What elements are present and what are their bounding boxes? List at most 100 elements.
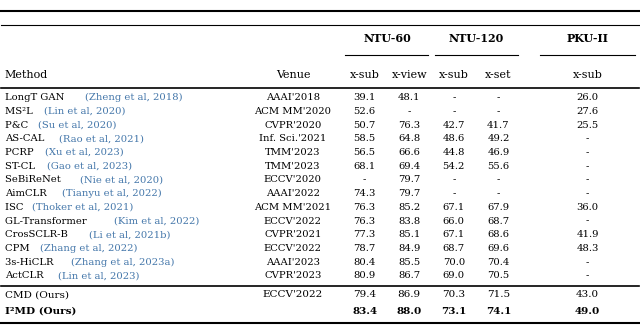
Text: AimCLR: AimCLR: [4, 189, 49, 198]
Text: (Zhang et al, 2023a): (Zhang et al, 2023a): [71, 257, 174, 267]
Text: 68.1: 68.1: [353, 162, 376, 171]
Text: (Thoker et al, 2021): (Thoker et al, 2021): [33, 203, 134, 212]
Text: -: -: [452, 107, 456, 116]
Text: TMM'2023: TMM'2023: [265, 162, 321, 171]
Text: 66.6: 66.6: [398, 148, 420, 157]
Text: AS-CAL: AS-CAL: [4, 134, 47, 143]
Text: -: -: [586, 189, 589, 198]
Text: 85.5: 85.5: [398, 258, 420, 267]
Text: 68.6: 68.6: [488, 230, 509, 239]
Text: 49.0: 49.0: [575, 307, 600, 316]
Text: (Zheng et al, 2018): (Zheng et al, 2018): [85, 93, 182, 102]
Text: CVPR'2023: CVPR'2023: [264, 271, 322, 280]
Text: Inf. Sci.'2021: Inf. Sci.'2021: [259, 134, 326, 143]
Text: 48.3: 48.3: [577, 244, 599, 253]
Text: 68.7: 68.7: [443, 244, 465, 253]
Text: x-sub: x-sub: [439, 70, 468, 80]
Text: (Gao et al, 2023): (Gao et al, 2023): [47, 162, 132, 171]
Text: -: -: [452, 175, 456, 184]
Text: ECCV'2022: ECCV'2022: [264, 216, 322, 226]
Text: Method: Method: [4, 70, 48, 80]
Text: -: -: [586, 134, 589, 143]
Text: P&C: P&C: [4, 121, 31, 130]
Text: CPM: CPM: [4, 244, 33, 253]
Text: -: -: [408, 107, 411, 116]
Text: 70.0: 70.0: [443, 258, 465, 267]
Text: ActCLR: ActCLR: [4, 271, 46, 280]
Text: 43.0: 43.0: [576, 290, 599, 299]
Text: CMD (Ours): CMD (Ours): [4, 290, 68, 299]
Text: 54.2: 54.2: [443, 162, 465, 171]
Text: (Kim et al, 2022): (Kim et al, 2022): [114, 216, 199, 226]
Text: PCRP: PCRP: [4, 148, 36, 157]
Text: 64.8: 64.8: [398, 134, 420, 143]
Text: CVPR'2020: CVPR'2020: [264, 121, 322, 130]
Text: 42.7: 42.7: [443, 121, 465, 130]
Text: Venue: Venue: [276, 70, 310, 80]
Text: (Nie et al, 2020): (Nie et al, 2020): [80, 175, 163, 184]
Text: 70.5: 70.5: [487, 271, 509, 280]
Text: SeBiReNet: SeBiReNet: [4, 175, 63, 184]
Text: 67.1: 67.1: [443, 230, 465, 239]
Text: -: -: [452, 189, 456, 198]
Text: AAAI'2022: AAAI'2022: [266, 189, 320, 198]
Text: -: -: [586, 271, 589, 280]
Text: 26.0: 26.0: [577, 93, 598, 102]
Text: 67.1: 67.1: [443, 203, 465, 212]
Text: 25.5: 25.5: [577, 121, 599, 130]
Text: 27.6: 27.6: [577, 107, 598, 116]
Text: ECCV'2022: ECCV'2022: [264, 244, 322, 253]
Text: 83.8: 83.8: [398, 216, 420, 226]
Text: 77.3: 77.3: [353, 230, 376, 239]
Text: 85.1: 85.1: [398, 230, 420, 239]
Text: 46.9: 46.9: [487, 148, 509, 157]
Text: 68.7: 68.7: [487, 216, 509, 226]
Text: AAAI'2023: AAAI'2023: [266, 258, 320, 267]
Text: 74.3: 74.3: [353, 189, 376, 198]
Text: 70.3: 70.3: [442, 290, 465, 299]
Text: -: -: [497, 189, 500, 198]
Text: 79.4: 79.4: [353, 290, 376, 299]
Text: LongT GAN: LongT GAN: [4, 93, 67, 102]
Text: 41.9: 41.9: [577, 230, 599, 239]
Text: 55.6: 55.6: [487, 162, 509, 171]
Text: 52.6: 52.6: [353, 107, 376, 116]
Text: NTU-60: NTU-60: [363, 33, 411, 44]
Text: 66.0: 66.0: [443, 216, 465, 226]
Text: 76.3: 76.3: [353, 203, 376, 212]
Text: 49.2: 49.2: [487, 134, 509, 143]
Text: (Rao et al, 2021): (Rao et al, 2021): [59, 134, 144, 143]
Text: -: -: [497, 175, 500, 184]
Text: 86.9: 86.9: [397, 290, 420, 299]
Text: (Su et al, 2020): (Su et al, 2020): [38, 121, 117, 130]
Text: TMM'2023: TMM'2023: [265, 148, 321, 157]
Text: 44.8: 44.8: [443, 148, 465, 157]
Text: -: -: [586, 258, 589, 267]
Text: 41.7: 41.7: [487, 121, 509, 130]
Text: 67.9: 67.9: [487, 203, 509, 212]
Text: 88.0: 88.0: [397, 307, 422, 316]
Text: ST-CL: ST-CL: [4, 162, 38, 171]
Text: 85.2: 85.2: [398, 203, 420, 212]
Text: CrosSCLR-B: CrosSCLR-B: [4, 230, 70, 239]
Text: AAAI'2018: AAAI'2018: [266, 93, 320, 102]
Text: -: -: [586, 148, 589, 157]
Text: -: -: [586, 216, 589, 226]
Text: (Tianyu et al, 2022): (Tianyu et al, 2022): [62, 189, 162, 198]
Text: -: -: [497, 107, 500, 116]
Text: 84.9: 84.9: [398, 244, 420, 253]
Text: ACM MM'2021: ACM MM'2021: [254, 203, 332, 212]
Text: (Xu et al, 2023): (Xu et al, 2023): [45, 148, 124, 157]
Text: 76.3: 76.3: [398, 121, 420, 130]
Text: 69.4: 69.4: [398, 162, 420, 171]
Text: 70.4: 70.4: [487, 258, 509, 267]
Text: 48.6: 48.6: [443, 134, 465, 143]
Text: x-sub: x-sub: [349, 70, 380, 80]
Text: -: -: [497, 93, 500, 102]
Text: 71.5: 71.5: [487, 290, 510, 299]
Text: ISC: ISC: [4, 203, 26, 212]
Text: -: -: [452, 93, 456, 102]
Text: 86.7: 86.7: [398, 271, 420, 280]
Text: 79.7: 79.7: [398, 189, 420, 198]
Text: 80.9: 80.9: [353, 271, 376, 280]
